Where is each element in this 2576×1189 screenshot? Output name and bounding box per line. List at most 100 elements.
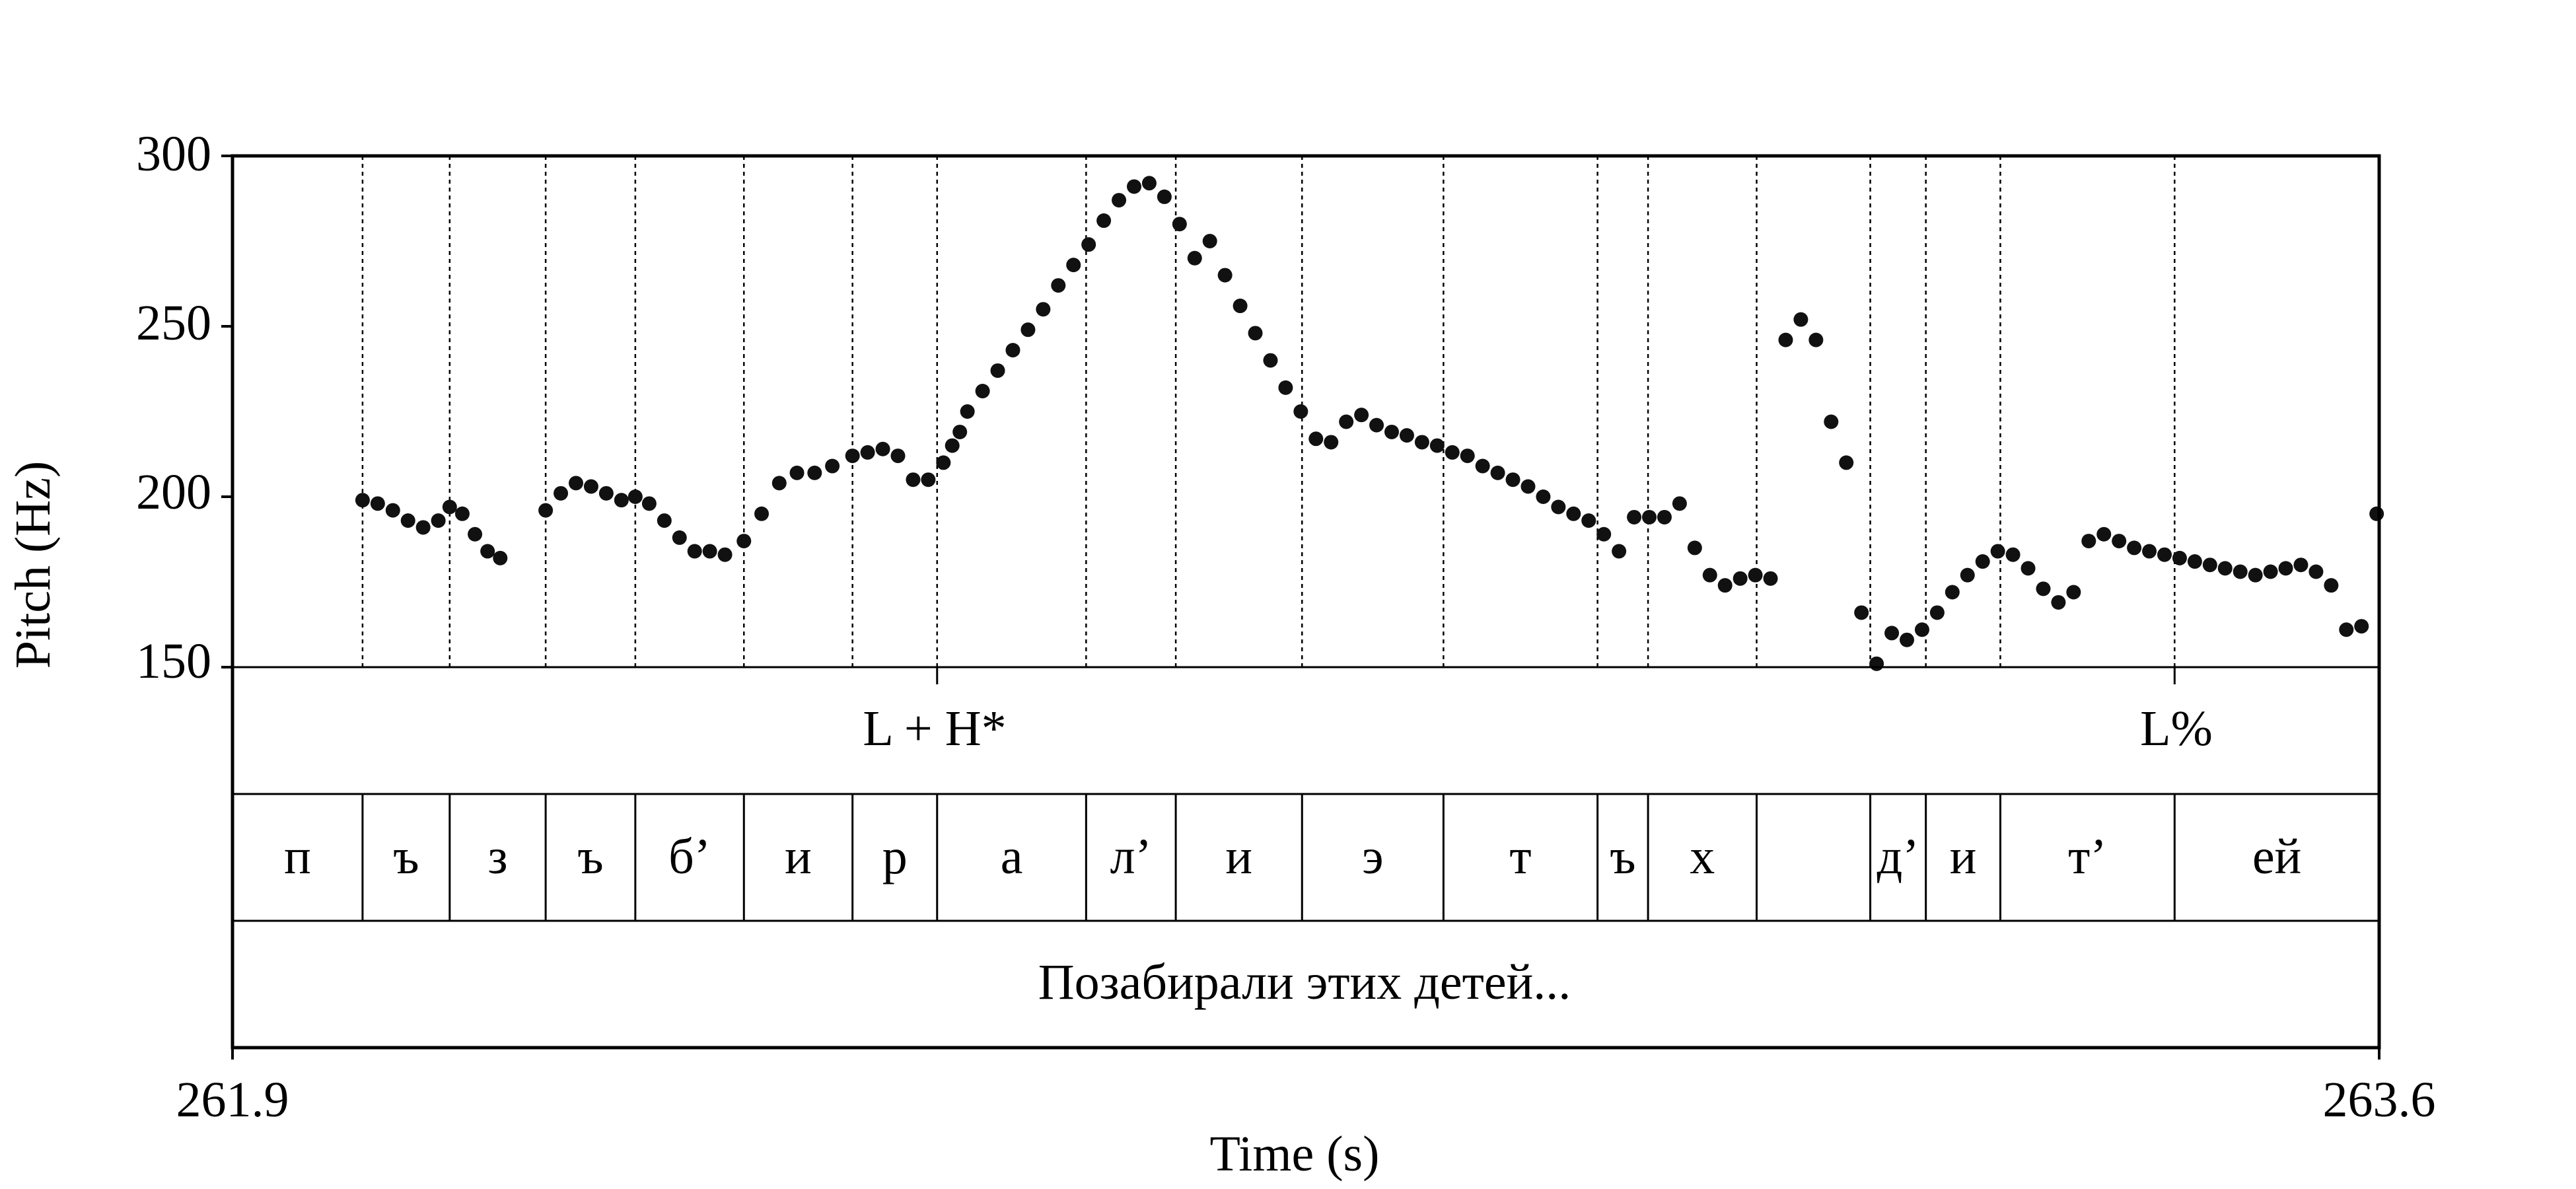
- pitch-point: [1717, 578, 1733, 593]
- pitch-point: [736, 534, 752, 549]
- pitch-point: [906, 472, 921, 487]
- pitch-point: [1748, 567, 1763, 583]
- pitch-point: [1808, 332, 1824, 347]
- pitch-point: [1581, 513, 1596, 528]
- utterance-label: Позабирали этих детей...: [1038, 955, 1571, 1010]
- pitch-point: [1763, 571, 1778, 586]
- pitch-point: [2369, 506, 2384, 521]
- y-tick-label: 300: [136, 126, 211, 182]
- pitch-point: [1900, 632, 1914, 647]
- pitch-point: [687, 544, 702, 559]
- pitch-point: [845, 449, 860, 464]
- pitch-point: [1248, 326, 1263, 341]
- pitch-point: [1460, 449, 1475, 464]
- pitch-point: [2021, 561, 2036, 576]
- pitch-point: [1036, 302, 1051, 317]
- pitch-point: [2354, 619, 2369, 634]
- tone-label: L%: [2140, 701, 2213, 756]
- pitch-point: [2142, 544, 2157, 559]
- segment-label: а: [1001, 829, 1023, 884]
- pitch-point: [1202, 234, 1217, 248]
- pitch-point: [2081, 534, 2096, 549]
- pitch-point: [2005, 547, 2021, 562]
- pitch-point: [2263, 564, 2278, 579]
- pitch-point: [1414, 435, 1429, 450]
- pitch-point: [672, 530, 687, 545]
- pitch-point: [2112, 534, 2127, 549]
- pitch-point: [1536, 489, 1551, 504]
- pitch-point: [1975, 554, 1990, 569]
- pitch-point: [1505, 472, 1521, 487]
- x-tick-label-start: 261.9: [176, 1072, 289, 1128]
- pitch-point: [1339, 414, 1354, 429]
- pitch-point: [1399, 428, 1414, 443]
- boundary-lines: [361, 156, 2176, 921]
- segment-label: з: [487, 829, 507, 884]
- pitch-point: [860, 445, 875, 460]
- segment-label: ъ: [393, 829, 419, 884]
- segment-label: л’: [1110, 829, 1152, 884]
- pitch-point: [657, 513, 672, 528]
- pitch-point: [1672, 496, 1687, 511]
- pitch-point: [583, 479, 598, 494]
- pitch-point: [1490, 465, 1505, 480]
- pitch-point: [1824, 414, 1839, 429]
- pitch-point: [355, 493, 370, 508]
- pitch-point: [2202, 558, 2217, 573]
- pitch-point: [1172, 217, 1187, 232]
- segment-label: т’: [2068, 829, 2107, 884]
- pitch-point: [1263, 353, 1278, 368]
- x-axis-title: Time (s): [1210, 1126, 1380, 1182]
- segment-label: и: [1225, 829, 1252, 884]
- pitch-point: [641, 496, 657, 511]
- segment-label: и: [1950, 829, 1977, 884]
- pitch-point: [1308, 431, 1324, 447]
- pitch-point: [2051, 594, 2066, 610]
- plot-frame: [231, 154, 2381, 1050]
- y-axis-title: Pitch (Hz): [5, 461, 61, 668]
- pitch-point: [480, 544, 495, 559]
- pitch-point: [1217, 268, 1233, 283]
- pitch-point: [990, 363, 1005, 378]
- pitch-point: [754, 506, 769, 521]
- pitch-point: [1642, 509, 1657, 524]
- pitch-point: [771, 476, 787, 491]
- pitch-point: [1612, 544, 1627, 559]
- pitch-point: [1445, 445, 1460, 460]
- pitch-point: [1627, 509, 1642, 524]
- pitch-point: [1990, 544, 2005, 559]
- pitch-point: [2233, 564, 2248, 579]
- pitch-point: [1521, 479, 1536, 494]
- pitch-point: [598, 486, 614, 501]
- pitch-points: [355, 176, 2384, 671]
- pitch-point: [1914, 622, 1929, 637]
- pitch-point: [1112, 193, 1127, 208]
- pitch-point: [569, 476, 583, 491]
- pitch-point: [825, 458, 840, 474]
- pitch-point: [717, 547, 733, 562]
- pitch-point: [1141, 176, 1157, 191]
- pitch-point: [1233, 299, 1248, 314]
- pitch-point: [431, 513, 446, 528]
- pitch-point: [2278, 561, 2293, 576]
- segment-tier: п ъ з ъ б’ и р а л’ и э т ъ х д’ и т’ ей: [284, 829, 2301, 884]
- pitch-point: [1127, 179, 1141, 194]
- pitch-point: [1020, 322, 1036, 338]
- pitch-point: [807, 465, 822, 480]
- pitch-point: [2217, 561, 2233, 576]
- y-tick-label: 250: [136, 295, 211, 351]
- pitch-point: [1551, 499, 1566, 515]
- tone-label: L + H*: [863, 701, 1006, 756]
- pitch-point: [1702, 567, 1717, 583]
- pitch-point: [468, 526, 483, 542]
- pitch-point: [975, 384, 990, 399]
- pitch-point: [442, 499, 457, 515]
- pitch-point: [1596, 526, 1612, 542]
- pitch-point: [875, 441, 890, 456]
- pitch-point: [614, 493, 629, 508]
- pitch-point: [2096, 526, 2112, 542]
- pitch-point: [1384, 424, 1399, 439]
- pitch-point: [1066, 258, 1081, 273]
- pitch-point: [538, 503, 554, 518]
